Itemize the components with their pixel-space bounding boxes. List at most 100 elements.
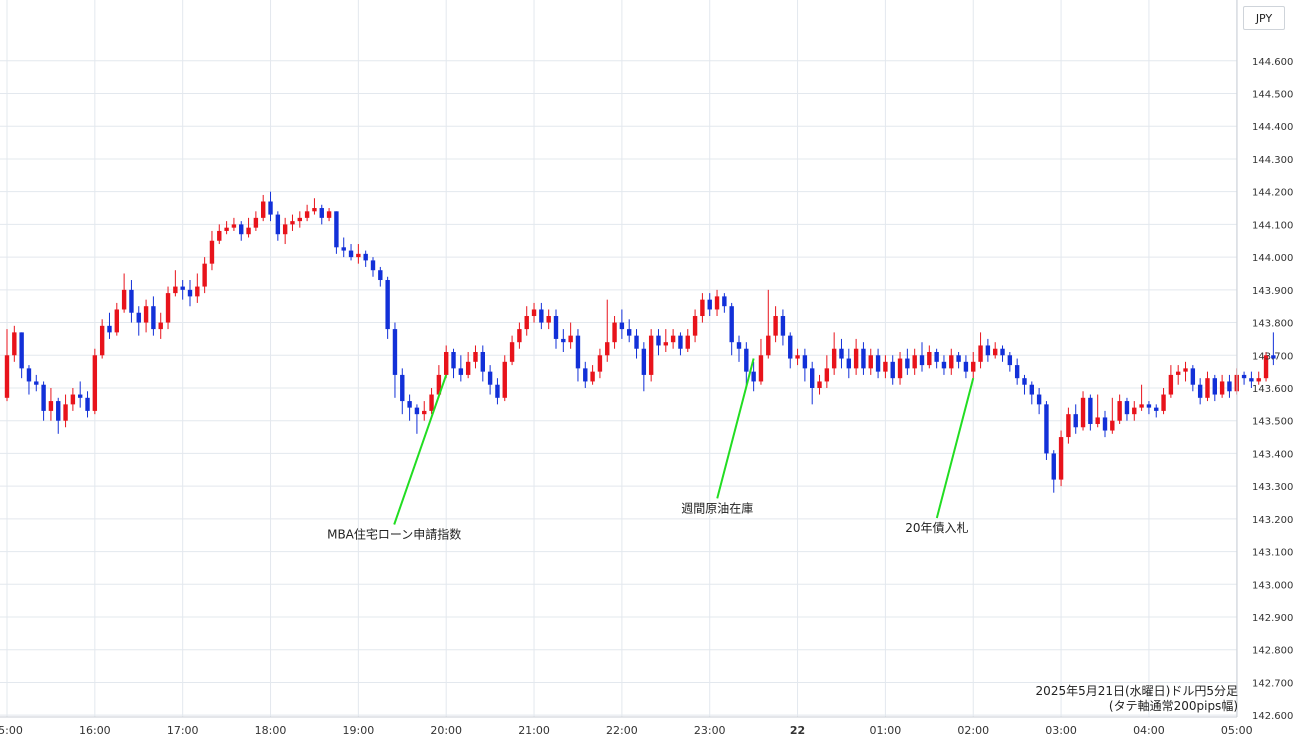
candle-body — [297, 217, 302, 222]
candle — [575, 329, 581, 382]
annotation-label: 20年債入札 — [905, 520, 968, 535]
candle-body — [1205, 378, 1210, 398]
candle-body — [927, 352, 932, 366]
candle-body — [531, 309, 537, 317]
candle-body — [524, 316, 529, 330]
candle — [670, 329, 676, 349]
candle-body — [824, 368, 830, 382]
candle — [85, 391, 90, 418]
candle-body — [561, 338, 566, 343]
candle-body — [1190, 368, 1196, 385]
candle-body — [1036, 394, 1042, 405]
candle — [246, 217, 251, 238]
candle — [1190, 365, 1196, 392]
annotation-label: MBA住宅ローン申請指数 — [327, 527, 461, 542]
candle-body — [890, 361, 895, 379]
candle — [422, 401, 427, 421]
candle — [195, 273, 200, 303]
candle-body — [282, 224, 288, 235]
candle-body — [817, 381, 822, 388]
x-tick-label: 22:00 — [606, 724, 638, 737]
candle — [217, 224, 222, 245]
candle — [634, 329, 639, 359]
candle-body — [70, 394, 76, 405]
candle — [1227, 374, 1232, 398]
candle-body — [99, 325, 105, 356]
candle-body — [941, 361, 947, 369]
x-tick-label: 04:00 — [1133, 724, 1165, 737]
candle-body — [326, 211, 332, 218]
candle — [326, 208, 332, 222]
candle-body — [670, 335, 676, 343]
candle — [875, 348, 881, 379]
candle-body — [187, 289, 193, 297]
candle — [1080, 391, 1086, 431]
candle-body — [1102, 417, 1108, 431]
candle-body — [209, 240, 215, 264]
candle-body — [648, 335, 654, 375]
y-tick-label: 144.000 — [1252, 253, 1293, 264]
candle — [1249, 371, 1254, 388]
candle — [853, 338, 859, 375]
candle — [905, 348, 910, 375]
candle — [107, 312, 112, 339]
time-axis: 15:00 16:00 17:00 18:00 19:00 20:00 21:00 22:00… — [0, 724, 1253, 737]
chart-caption-title: 2025年5月21日(水曜日)ドル円5分足 — [1035, 684, 1238, 698]
candle-body — [1154, 407, 1159, 411]
annotation-line — [393, 374, 448, 525]
candle-body — [1000, 348, 1005, 356]
candle — [539, 302, 544, 330]
candle-body — [429, 394, 434, 411]
candle-body — [905, 358, 910, 369]
candle-body — [1249, 378, 1254, 382]
candle — [1212, 374, 1217, 402]
candle-body — [348, 250, 354, 258]
candle — [1088, 394, 1093, 431]
candle — [963, 355, 969, 379]
x-tick-label: 23:00 — [694, 724, 726, 737]
candle-body — [868, 355, 873, 369]
candle — [1102, 410, 1108, 438]
candle-body — [165, 293, 171, 323]
candle-body — [663, 342, 668, 346]
candle-body — [627, 329, 632, 336]
candle-body — [180, 286, 185, 290]
candle-body — [444, 352, 449, 375]
candle-body — [1219, 381, 1225, 395]
x-tick-label: 20:00 — [430, 724, 462, 737]
candle — [48, 387, 54, 421]
y-tick-label: 143.100 — [1252, 548, 1293, 559]
candle — [612, 316, 617, 349]
candle-body — [1256, 378, 1261, 382]
y-tick-label: 142.600 — [1252, 711, 1293, 722]
candle-body — [758, 355, 764, 382]
candle — [378, 266, 383, 287]
y-tick-label: 143.000 — [1252, 580, 1293, 591]
candle-body — [392, 329, 398, 375]
candle — [831, 332, 837, 375]
candle — [1197, 378, 1203, 405]
candle — [63, 394, 68, 428]
grid-lines — [0, 0, 1238, 717]
currency-selector[interactable]: JPY — [1243, 6, 1285, 30]
candle-body — [919, 355, 925, 366]
candle-body — [993, 348, 998, 356]
candle-body — [971, 361, 976, 372]
candle-body — [304, 211, 310, 218]
candle — [531, 302, 537, 323]
candle-body — [766, 335, 771, 356]
candle-body — [1066, 414, 1071, 438]
candle-body — [92, 355, 98, 411]
candle-body — [1044, 404, 1049, 454]
candle — [1241, 371, 1247, 385]
candle — [143, 299, 149, 333]
x-tick-label: 05:00 — [1221, 724, 1253, 737]
candle — [780, 309, 786, 346]
annotation-label: 週間原油在庫 — [681, 501, 753, 515]
candle — [1007, 352, 1013, 372]
candle — [861, 342, 866, 375]
candle-body — [597, 355, 603, 372]
candle — [736, 335, 742, 362]
candle-body — [370, 260, 376, 271]
candle-body — [744, 348, 749, 372]
